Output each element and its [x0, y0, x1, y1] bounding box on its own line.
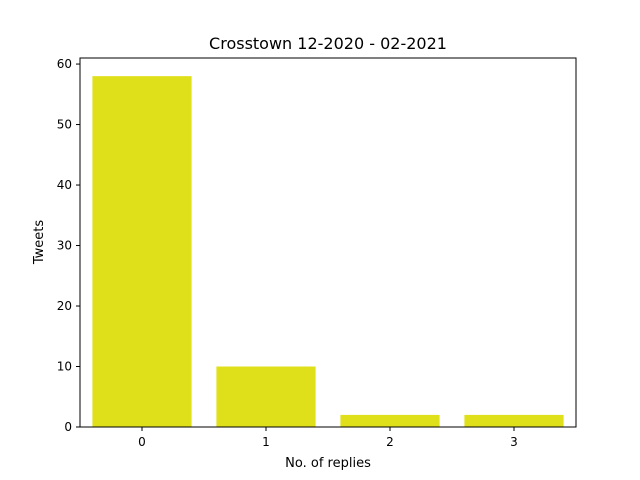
y-tick-label: 0 [64, 420, 72, 434]
x-tick-label: 2 [386, 435, 394, 449]
y-tick-label: 30 [57, 239, 72, 253]
bar-0 [92, 76, 192, 428]
plot-frame [79, 57, 577, 428]
x-axis-ticks: 0 1 2 3 [138, 427, 518, 449]
x-tick-label: 1 [262, 435, 270, 449]
y-tick-label: 60 [57, 57, 72, 71]
x-axis-label: No. of replies [285, 456, 371, 471]
x-tick-label: 3 [510, 435, 518, 449]
x-tick-label: 0 [138, 435, 146, 449]
y-axis-ticks: 0 10 20 30 40 50 60 [57, 57, 80, 434]
bars [92, 76, 564, 428]
y-tick-label: 20 [57, 299, 72, 313]
y-tick-label: 50 [57, 118, 72, 132]
y-tick-label: 40 [57, 178, 72, 192]
y-axis-label: Tweets [32, 220, 47, 266]
y-tick-label: 10 [57, 360, 72, 374]
bar-3 [464, 414, 564, 427]
chart-title: Crosstown 12-2020 - 02-2021 [209, 34, 447, 53]
bar-2 [340, 414, 440, 427]
bar-1 [216, 366, 316, 427]
